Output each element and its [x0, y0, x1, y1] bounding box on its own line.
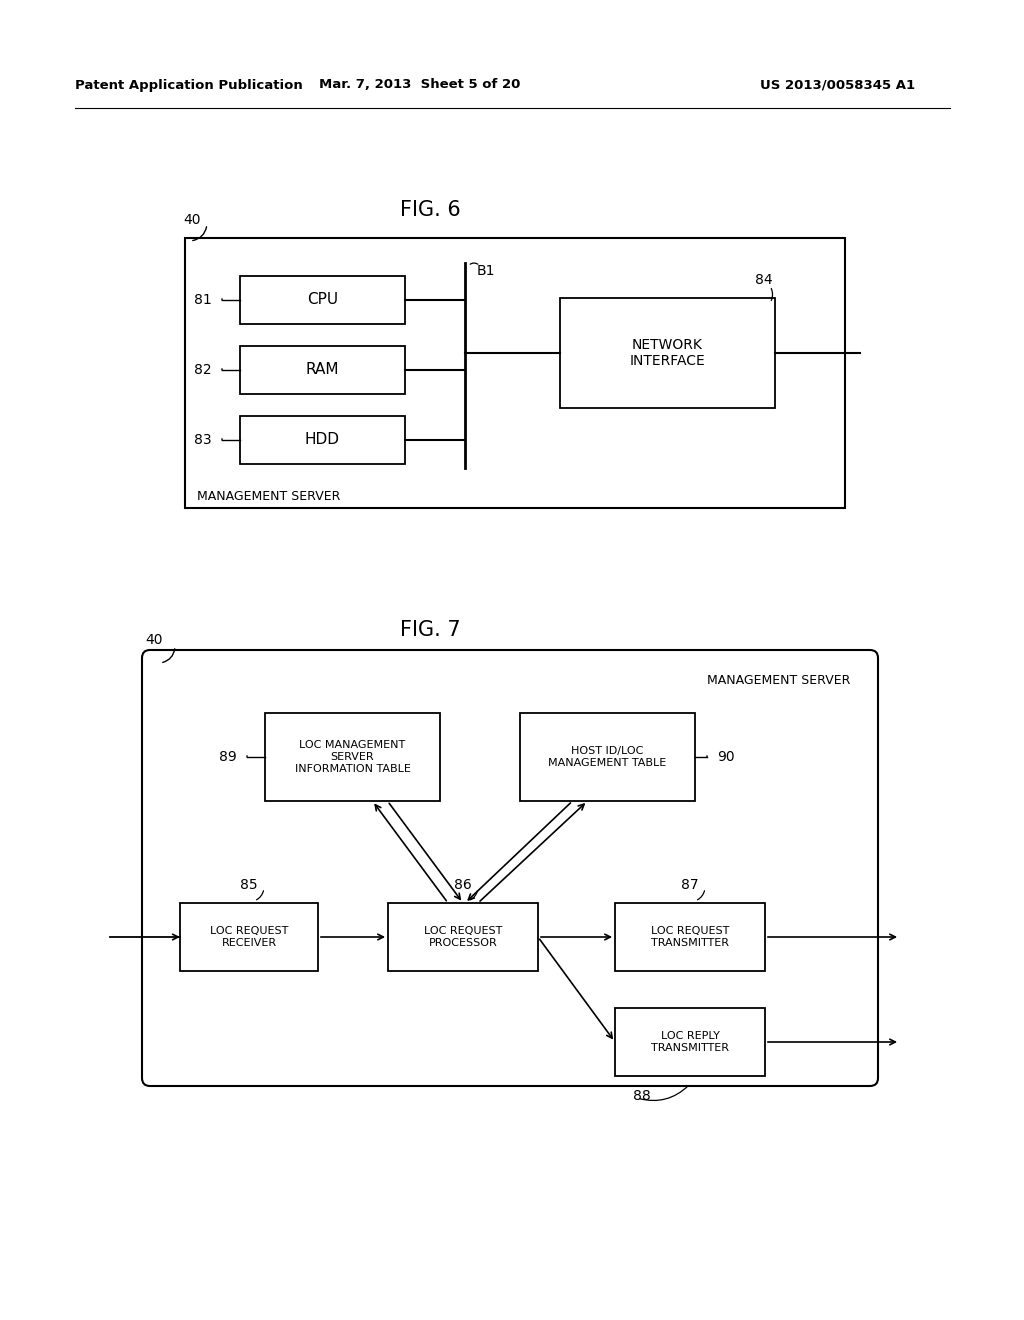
Bar [240, 416, 406, 465]
Bar [615, 903, 765, 972]
Text: LOC REQUEST
PROCESSOR: LOC REQUEST PROCESSOR [424, 927, 502, 948]
Text: 83: 83 [195, 433, 212, 447]
Text: B1: B1 [477, 264, 496, 279]
Text: LOC REPLY
TRANSMITTER: LOC REPLY TRANSMITTER [651, 1031, 729, 1053]
Text: 86: 86 [454, 878, 472, 892]
Text: 90: 90 [717, 750, 734, 764]
Text: FIG. 7: FIG. 7 [399, 620, 461, 640]
Bar [388, 903, 538, 972]
Text: Patent Application Publication: Patent Application Publication [75, 78, 303, 91]
Text: LOC REQUEST
TRANSMITTER: LOC REQUEST TRANSMITTER [651, 927, 729, 948]
FancyBboxPatch shape [142, 649, 878, 1086]
Bar [520, 713, 695, 801]
Text: US 2013/0058345 A1: US 2013/0058345 A1 [760, 78, 915, 91]
Text: LOC REQUEST
RECEIVER: LOC REQUEST RECEIVER [210, 927, 288, 948]
Text: HDD: HDD [305, 433, 340, 447]
Text: NETWORK
INTERFACE: NETWORK INTERFACE [630, 338, 706, 368]
Text: 85: 85 [241, 878, 258, 892]
Text: 87: 87 [681, 878, 698, 892]
Bar [240, 346, 406, 393]
Text: 82: 82 [195, 363, 212, 378]
Bar [615, 1008, 765, 1076]
Bar [560, 298, 775, 408]
Text: CPU: CPU [307, 293, 338, 308]
Text: HOST ID/LOC
MANAGEMENT TABLE: HOST ID/LOC MANAGEMENT TABLE [549, 746, 667, 768]
Text: Mar. 7, 2013  Sheet 5 of 20: Mar. 7, 2013 Sheet 5 of 20 [319, 78, 520, 91]
Text: 89: 89 [219, 750, 237, 764]
Text: MANAGEMENT SERVER: MANAGEMENT SERVER [707, 673, 850, 686]
Text: 88: 88 [633, 1089, 650, 1104]
Text: 84: 84 [755, 273, 773, 286]
Text: 40: 40 [183, 213, 201, 227]
Bar [265, 713, 440, 801]
Text: 40: 40 [145, 634, 163, 647]
Text: MANAGEMENT SERVER: MANAGEMENT SERVER [197, 490, 340, 503]
Text: LOC MANAGEMENT
SERVER
INFORMATION TABLE: LOC MANAGEMENT SERVER INFORMATION TABLE [295, 741, 411, 774]
Text: 81: 81 [195, 293, 212, 308]
Text: RAM: RAM [306, 363, 339, 378]
Bar [185, 238, 845, 508]
Text: FIG. 6: FIG. 6 [399, 201, 461, 220]
Bar [240, 276, 406, 323]
Bar [180, 903, 318, 972]
